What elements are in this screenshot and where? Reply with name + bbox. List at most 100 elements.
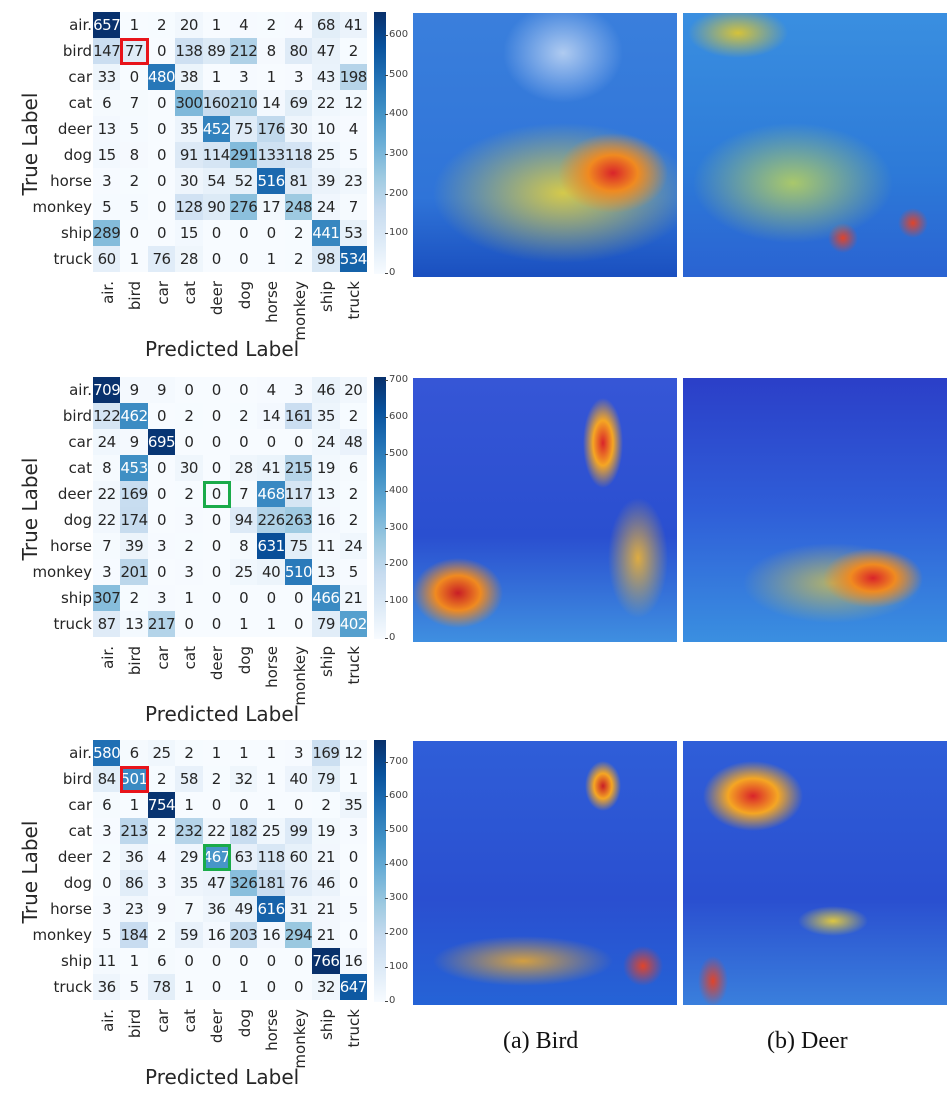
matrix-cell: 695 <box>147 429 176 455</box>
matrix-cell: 0 <box>202 559 230 585</box>
row-label: deer <box>57 120 92 138</box>
matrix-cell: 0 <box>175 948 203 974</box>
gradcam-deer-image <box>683 13 947 277</box>
row-label: ship <box>60 589 92 607</box>
matrix-cell: 0 <box>147 220 176 246</box>
matrix-cell: 1 <box>257 64 285 90</box>
matrix-cell: 616 <box>257 896 285 922</box>
matrix-cell: 212 <box>230 38 258 64</box>
matrix-cell: 52 <box>230 168 258 194</box>
matrix-cell: 1 <box>230 611 258 637</box>
matrix-cell: 54 <box>202 168 230 194</box>
column-label: air. <box>98 646 117 669</box>
matrix-cell: 4 <box>339 116 367 142</box>
matrix-cell: 41 <box>257 455 285 481</box>
matrix-cell: 0 <box>202 585 230 611</box>
matrix-cell: 0 <box>93 870 121 896</box>
matrix-cell: 709 <box>93 377 121 403</box>
matrix-cell: 39 <box>120 533 148 559</box>
column-label: dog <box>235 1009 254 1038</box>
matrix-cell: 5 <box>120 116 148 142</box>
matrix-cell: 16 <box>312 507 340 533</box>
column-label: monkey <box>290 1009 309 1069</box>
matrix-cell: 0 <box>202 481 230 507</box>
matrix-cell: 0 <box>147 507 176 533</box>
colorbar-tick: 600 <box>384 28 409 40</box>
matrix-cell: 0 <box>339 922 367 948</box>
matrix-cell: 3 <box>284 377 313 403</box>
matrix-cell: 181 <box>257 870 285 896</box>
row-label: bird <box>62 42 92 60</box>
matrix-cell: 14 <box>257 90 285 116</box>
matrix-cell: 2 <box>284 246 313 272</box>
matrix-cell: 0 <box>147 38 176 64</box>
y-axis-label: True Label <box>18 820 42 924</box>
matrix-cell: 23 <box>120 896 148 922</box>
matrix-cell: 40 <box>284 766 313 792</box>
matrix-cell: 138 <box>175 38 203 64</box>
column-label: truck <box>345 646 364 685</box>
matrix-cell: 2 <box>339 481 367 507</box>
matrix-cell: 3 <box>230 64 258 90</box>
confusion-matrix-panel-2: air. 709 9 9 0 0 0 4 3 46 20 bird 122 462 0 2 0 2 14 161 35 2… <box>0 374 951 742</box>
matrix-cell: 76 <box>284 870 313 896</box>
matrix-cell: 6 <box>120 740 148 766</box>
column-label: horse <box>263 281 282 323</box>
matrix-cell: 90 <box>202 194 230 220</box>
matrix-cell: 2 <box>312 792 340 818</box>
matrix-cell: 24 <box>339 533 367 559</box>
matrix-cell: 248 <box>284 194 313 220</box>
column-label: monkey <box>290 646 309 706</box>
row-label: truck <box>53 250 93 268</box>
matrix-cell: 2 <box>175 403 203 429</box>
column-label: horse <box>263 646 282 688</box>
matrix-cell: 402 <box>339 611 367 637</box>
x-axis-label: Predicted Label <box>145 337 300 361</box>
matrix-cell: 263 <box>284 507 313 533</box>
matrix-cell: 3 <box>93 559 121 585</box>
column-label: deer <box>208 646 227 681</box>
matrix-cell: 0 <box>202 429 230 455</box>
row-label: air. <box>69 381 92 399</box>
matrix-cell: 24 <box>93 429 121 455</box>
matrix-cell: 114 <box>202 142 230 168</box>
matrix-cell: 0 <box>147 90 176 116</box>
column-label: car <box>153 1009 172 1033</box>
matrix-cell: 203 <box>230 922 258 948</box>
matrix-cell: 80 <box>284 38 313 64</box>
matrix-cell: 1 <box>257 611 285 637</box>
matrix-cell: 326 <box>230 870 258 896</box>
matrix-cell: 1 <box>230 740 258 766</box>
matrix-cell: 4 <box>257 377 285 403</box>
matrix-cell: 2 <box>175 533 203 559</box>
matrix-cell: 40 <box>257 559 285 585</box>
matrix-cell: 35 <box>175 870 203 896</box>
matrix-cell: 0 <box>202 403 230 429</box>
matrix-cell: 0 <box>147 116 176 142</box>
matrix-cell: 766 <box>312 948 340 974</box>
matrix-cell: 122 <box>93 403 121 429</box>
matrix-cell: 60 <box>93 246 121 272</box>
gradcam-bird-image <box>413 741 677 1005</box>
matrix-cell: 36 <box>202 896 230 922</box>
row-label: monkey <box>32 198 92 216</box>
matrix-cell: 7 <box>175 896 203 922</box>
row-label: car <box>68 796 92 814</box>
matrix-cell: 2 <box>284 220 313 246</box>
column-label: air. <box>98 281 117 304</box>
matrix-cell: 201 <box>120 559 148 585</box>
colorbar-tick: 500 <box>384 448 409 459</box>
matrix-cell: 13 <box>312 481 340 507</box>
matrix-cell: 2 <box>120 168 148 194</box>
column-label: cat <box>180 646 199 670</box>
matrix-cell: 647 <box>339 974 367 1000</box>
matrix-cell: 53 <box>339 220 367 246</box>
gradcam-deer-image <box>683 378 947 642</box>
caption-deer: (b) Deer <box>767 1028 848 1054</box>
row-label: dog <box>63 146 92 164</box>
matrix-cell: 754 <box>147 792 176 818</box>
matrix-cell: 462 <box>120 403 148 429</box>
colorbar-tick: 0 <box>384 632 396 643</box>
row-label: deer <box>57 485 92 503</box>
matrix-cell: 307 <box>93 585 121 611</box>
